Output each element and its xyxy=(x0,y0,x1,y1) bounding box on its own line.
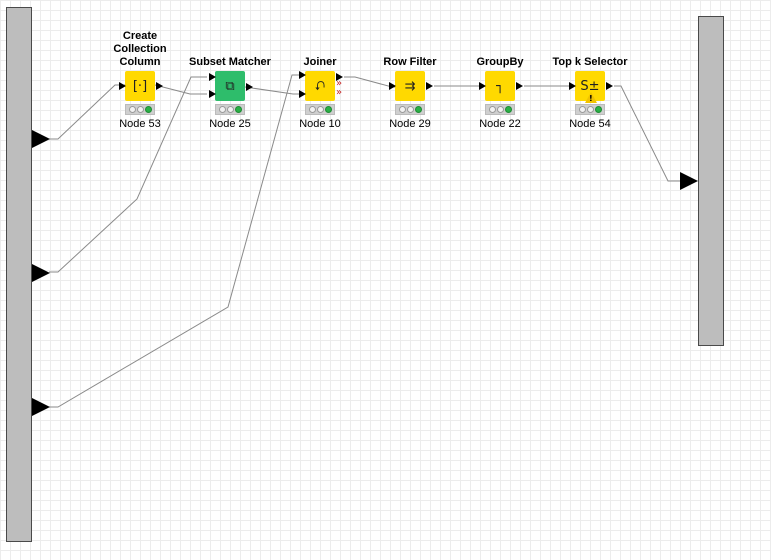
status-light-green xyxy=(234,106,242,113)
input-port-3[interactable] xyxy=(32,398,50,416)
status-light-red xyxy=(398,106,406,113)
node-title: Joiner xyxy=(303,56,337,68)
status-light-yellow xyxy=(406,106,414,113)
in-port[interactable] xyxy=(389,82,396,90)
node-title: Top k Selector xyxy=(552,56,628,68)
status-light-red xyxy=(308,106,316,113)
status-light-green xyxy=(414,106,422,113)
workflow-output-bar[interactable] xyxy=(698,16,724,346)
node-icon[interactable]: ⧉ xyxy=(209,71,253,101)
status-light-red xyxy=(488,106,496,113)
status-indicator xyxy=(305,104,335,115)
collection-icon: [·] xyxy=(132,78,148,94)
status-indicator xyxy=(395,104,425,115)
status-light-green xyxy=(504,106,512,113)
node-joiner[interactable]: Joiner ⮏ » » Node 10 xyxy=(275,56,365,131)
node-top-k-selector[interactable]: Top k Selector S± ! Node 54 xyxy=(545,56,635,131)
warning-mark: ! xyxy=(589,94,593,103)
status-light-red xyxy=(128,106,136,113)
node-label[interactable]: Node 29 xyxy=(389,118,431,130)
node-label[interactable]: Node 53 xyxy=(119,118,161,130)
node-label[interactable]: Node 25 xyxy=(209,118,251,130)
node-icon[interactable]: ⇉ xyxy=(389,71,433,101)
node-icon[interactable]: [·] xyxy=(119,71,163,101)
node-title: GroupBy xyxy=(476,56,524,68)
out-port[interactable] xyxy=(336,73,343,81)
status-light-yellow xyxy=(136,106,144,113)
in-port-2[interactable] xyxy=(209,90,216,98)
status-indicator xyxy=(485,104,515,115)
node-label[interactable]: Node 10 xyxy=(299,118,341,130)
status-light-green xyxy=(324,106,332,113)
status-light-red xyxy=(578,106,586,113)
error-port-icon: » xyxy=(336,78,343,89)
status-light-yellow xyxy=(496,106,504,113)
node-subset-matcher[interactable]: Subset Matcher ⧉ Node 25 xyxy=(185,56,275,131)
in-port[interactable] xyxy=(569,82,576,90)
out-port[interactable] xyxy=(606,82,613,90)
join-icon: ⮏ xyxy=(314,78,326,94)
out-port[interactable] xyxy=(426,82,433,90)
node-groupby[interactable]: GroupBy ┐ Node 22 xyxy=(455,56,545,131)
in-port-1[interactable] xyxy=(299,71,306,79)
node-icon[interactable]: ⮏ » » xyxy=(299,71,343,101)
status-light-yellow xyxy=(316,106,324,113)
output-port-1[interactable] xyxy=(680,172,698,190)
in-port-1[interactable] xyxy=(209,73,216,81)
subset-icon: ⧉ xyxy=(225,78,235,94)
node-title: Create Collection Column xyxy=(113,30,167,68)
status-indicator xyxy=(215,104,245,115)
input-port-2[interactable] xyxy=(32,264,50,282)
status-light-green xyxy=(594,106,602,113)
workflow-input-bar[interactable] xyxy=(6,7,32,542)
in-port[interactable] xyxy=(119,82,126,90)
status-light-yellow xyxy=(226,106,234,113)
out-port[interactable] xyxy=(246,83,253,91)
node-title: Row Filter xyxy=(383,56,437,68)
status-light-red xyxy=(218,106,226,113)
out-port[interactable] xyxy=(156,82,163,90)
status-light-yellow xyxy=(586,106,594,113)
in-port[interactable] xyxy=(479,82,486,90)
top-k-icon: S± xyxy=(580,78,600,94)
status-indicator xyxy=(575,104,605,115)
node-label[interactable]: Node 54 xyxy=(569,118,611,130)
node-icon[interactable]: ┐ xyxy=(479,71,523,101)
status-light-green xyxy=(144,106,152,113)
node-title: Subset Matcher xyxy=(189,56,271,68)
warning-icon: ! xyxy=(585,92,597,103)
error-port-icon: » xyxy=(336,87,343,98)
node-icon[interactable]: S± ! xyxy=(569,71,613,103)
node-row-filter[interactable]: Row Filter ⇉ Node 29 xyxy=(365,56,455,131)
out-port[interactable] xyxy=(516,82,523,90)
filter-icon: ⇉ xyxy=(404,78,416,94)
node-create-collection-column[interactable]: Create Collection Column [·] Node 53 xyxy=(95,30,185,131)
input-port-1[interactable] xyxy=(32,130,50,148)
node-label[interactable]: Node 22 xyxy=(479,118,521,130)
groupby-icon: ┐ xyxy=(496,78,504,94)
status-indicator xyxy=(125,104,155,115)
in-port-2[interactable] xyxy=(299,90,306,98)
